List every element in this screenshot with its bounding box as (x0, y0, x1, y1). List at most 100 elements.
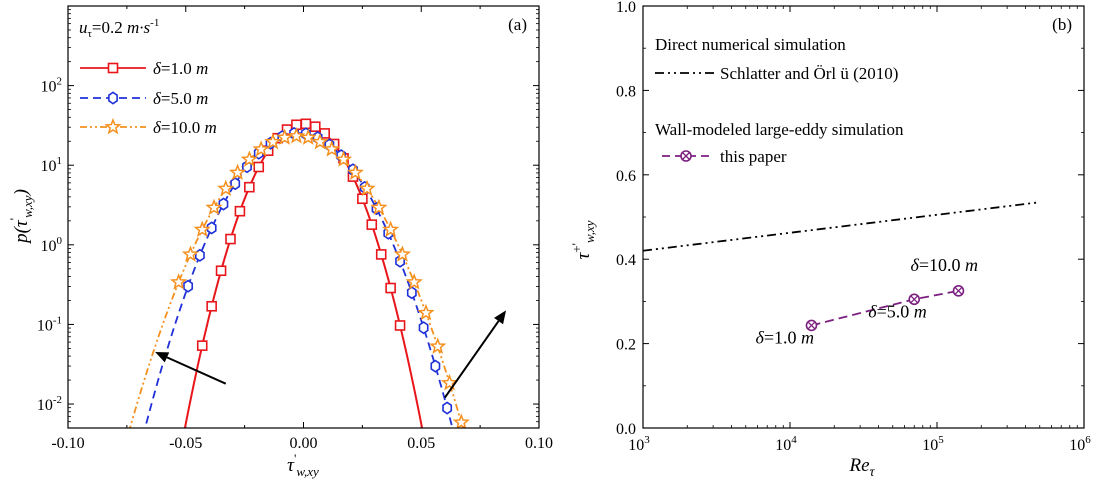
annotation-2: δ=5.0 m (868, 301, 927, 321)
legend-marker-2 (108, 91, 118, 105)
data-point (393, 245, 412, 262)
data-point (908, 293, 921, 306)
data-point (218, 197, 229, 211)
series-markers-wmles (805, 285, 965, 332)
y-axis-label: τ+'w,xy (569, 220, 597, 259)
data-point (240, 150, 258, 167)
data-point (194, 248, 205, 262)
data-point (215, 265, 227, 277)
data-point (299, 128, 317, 145)
data-point (430, 359, 441, 373)
x-axis-label: τ'w,xy (287, 451, 319, 479)
marker-cross (807, 321, 816, 330)
annotation-3: δ=10.0 m (910, 255, 978, 275)
y-tick-label: 102 (41, 76, 63, 96)
legend-label-3: δ=10.0 m (153, 118, 217, 137)
data-point (394, 320, 406, 331)
panel-label-a: (a) (508, 15, 527, 34)
y-tick-label: 1.0 (616, 0, 636, 16)
legend-header: uτ=0.2 m·s-1 (79, 17, 159, 40)
legend-marker-1 (107, 62, 119, 74)
series-markers-1 (196, 118, 406, 351)
x-tick-label: 0.00 (290, 435, 318, 452)
y-tick-label: 10-1 (37, 314, 62, 334)
data-point (225, 233, 236, 245)
data-point (287, 127, 306, 144)
data-point (193, 220, 211, 237)
data-point (385, 282, 396, 294)
legend-label-1: δ=1.0 m (153, 59, 208, 78)
panel-label-b: (b) (1052, 15, 1072, 34)
y-tick-label: 0.6 (616, 168, 636, 185)
x-tick-label: -0.05 (169, 435, 202, 452)
arrow-1-head (155, 352, 170, 363)
data-point (276, 128, 294, 145)
plot-frame (67, 5, 540, 429)
series-markers-3 (170, 127, 470, 428)
legend-marker-3 (104, 117, 122, 135)
x-tick-label: 0.05 (407, 435, 435, 452)
legend-heading-dns: Direct numerical simulation (655, 35, 846, 54)
data-point (334, 150, 353, 167)
marker-cross (954, 286, 963, 295)
data-point (358, 179, 376, 197)
legend-marker-wmles (680, 150, 692, 162)
data-point (952, 285, 965, 297)
legend: δ=1.0 m δ=5.0 m δ=10.0 m (80, 59, 217, 137)
data-point (429, 337, 447, 354)
data-point (309, 121, 321, 132)
data-point (206, 221, 217, 235)
data-point (417, 303, 435, 321)
arrow-1-shaft (166, 356, 227, 385)
x-tick-label: 104 (775, 434, 797, 454)
y-tick-label: 10-2 (37, 394, 62, 414)
legend: Direct numerical simulation Schlatter and… (655, 35, 904, 166)
y-tick-label: 100 (41, 235, 63, 255)
legend-label-dns: Schlatter and Örl ü (2010) (720, 64, 898, 83)
data-point (196, 340, 208, 351)
data-point (382, 220, 400, 237)
data-point (323, 140, 341, 157)
data-point (217, 179, 235, 197)
x-tick-label: 106 (1069, 434, 1091, 454)
data-point (206, 300, 217, 312)
y-axis-label: p(τ'w,xy) (7, 189, 35, 245)
data-point (805, 319, 818, 332)
data-point (170, 273, 188, 290)
legend-heading-wmles: Wall-modeled large-eddy simulation (655, 120, 904, 139)
x-tick-label: 0.10 (525, 435, 553, 452)
series-area (129, 118, 470, 428)
data-point (244, 181, 255, 193)
data-point (406, 286, 417, 300)
data-point (264, 132, 282, 150)
data-point (252, 140, 270, 157)
arrow-2-head (494, 310, 507, 325)
panel-a: -0.10 -0.05 0.00 0.05 0.10 10-2 10-1 100 101 102 u… (7, 5, 553, 479)
data-point (205, 198, 223, 216)
y-tick-label: 0.0 (616, 421, 636, 438)
y-tick-label: 101 (41, 155, 63, 175)
data-point (375, 249, 387, 260)
y-tick-label: 0.2 (616, 337, 636, 354)
data-point (418, 321, 429, 335)
series-line-3 (129, 135, 464, 428)
legend-label-wmles: this paper (720, 147, 787, 166)
data-point (405, 273, 423, 290)
x-tick-label: 103 (628, 434, 650, 454)
x-tick-label: -0.10 (51, 435, 84, 452)
data-point (346, 163, 364, 180)
data-point (183, 279, 194, 293)
data-point (311, 132, 329, 150)
data-point (440, 373, 459, 391)
annotation-1: δ=1.0 m (755, 328, 814, 348)
data-point (442, 401, 453, 415)
y-tick-label: 0.8 (616, 83, 636, 100)
marker-cross (682, 152, 690, 160)
marker-cross (910, 295, 919, 304)
data-point (234, 205, 246, 217)
data-point (452, 413, 470, 428)
legend-label-2: δ=5.0 m (153, 89, 208, 108)
panel-b: 103 104 105 106 0.0 0.2 0.4 0.6 0.8 1.0 δ=1.0 m δ=5… (569, 0, 1091, 480)
x-tick-label: 105 (922, 434, 944, 454)
